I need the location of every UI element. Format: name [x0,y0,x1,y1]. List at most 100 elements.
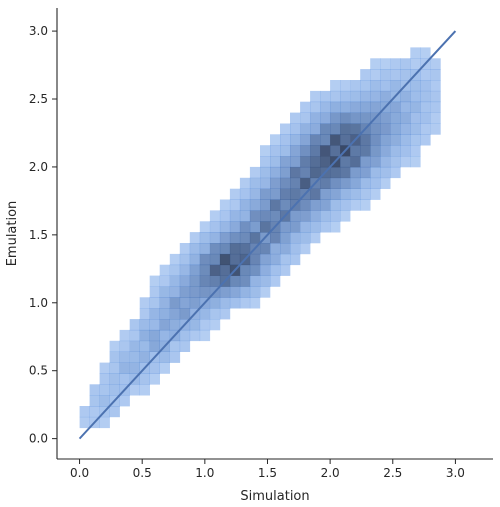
histogram-cell [410,112,421,124]
x-tick-label: 0.5 [133,466,152,480]
histogram-cell [249,264,261,276]
histogram-cell [290,253,301,266]
histogram-cell [350,188,361,200]
x-tick-label: 1.5 [258,466,277,480]
histogram-cell [260,188,271,200]
histogram-cell [219,221,231,233]
histogram-cell [370,134,381,146]
histogram-cell [239,275,251,287]
histogram-cell [270,253,281,266]
histogram-cell [330,80,341,92]
histogram-cell [219,243,231,255]
histogram-cell [260,145,271,157]
histogram-cell [300,145,311,157]
histogram-cell [179,297,191,309]
histogram-cell [340,112,351,124]
histogram-cell [330,123,341,135]
histogram-cell [189,264,201,276]
histogram-cell [260,243,271,255]
histogram-cell [129,340,140,352]
histogram-cell [179,286,191,298]
histogram-cell [219,232,231,244]
x-tick-label: 2.5 [383,466,402,480]
histogram-cell [410,134,421,146]
histogram-cell [159,319,170,331]
y-tick-label: 2.0 [29,160,48,174]
histogram-cell [320,145,331,157]
histogram-cell [380,123,391,135]
histogram-cell [330,199,341,211]
histogram-cell [229,232,241,244]
histogram-cell [350,90,361,103]
histogram-cell [330,145,341,157]
histogram-cell [139,329,150,342]
y-tick-label: 3.0 [29,24,48,38]
histogram-cell [390,156,401,168]
histogram-cell [260,199,271,211]
histogram-cell [340,90,351,103]
histogram-cell [300,221,311,233]
histogram-cell [340,134,351,146]
x-tick-label: 2.0 [321,466,340,480]
histogram-cell [380,112,391,124]
histogram-cell [159,264,170,276]
y-axis-label: Emulation [5,201,20,267]
histogram-cell [420,90,431,103]
histogram-cell [270,243,281,255]
histogram-cell [109,384,120,396]
histogram-cell [370,80,381,92]
histogram-cell [249,166,261,179]
histogram-cell [99,373,110,385]
histogram-cell [239,221,251,233]
histogram-cell [260,156,271,168]
histogram-cell [320,199,331,211]
histogram-cell [340,80,351,92]
histogram-cell [109,351,120,363]
histogram-cell [300,177,311,189]
histogram-cell [139,373,150,385]
histogram-cell [239,243,251,255]
histogram-cell [290,166,301,179]
histogram-cell [219,308,231,320]
histogram-cell [159,297,170,309]
histogram-cell [400,101,411,113]
histogram-cell [310,188,321,200]
histogram-cell [420,112,431,124]
histogram-cell [89,406,100,418]
histogram-cell [280,264,291,276]
histogram-cell [290,177,301,189]
histogram-cell [420,80,431,92]
histogram-cell [239,177,251,189]
histogram-cell [370,177,381,189]
histogram-cell [430,69,441,81]
histogram-cell [139,340,150,352]
histogram-cell [179,340,191,352]
histogram-cell [340,210,351,222]
histogram-cell [320,221,331,233]
histogram-cell [280,134,291,146]
histogram-cell [290,123,301,135]
histogram-cell [390,112,401,124]
identity-line [78,30,457,440]
histogram-cell [280,156,291,168]
histogram-cell [169,351,181,363]
histogram-cell [189,319,201,331]
histogram-cell [280,188,291,200]
histogram-cell [229,297,241,309]
histogram-cell [159,329,170,342]
histogram-cell [239,297,251,309]
histogram-cell [129,384,140,396]
histogram-cell [340,166,351,179]
histogram-cell [360,101,371,113]
histogram-cell [239,188,251,200]
histogram-cell [300,134,311,146]
histogram-cell [219,253,231,266]
histogram-cell [380,145,391,157]
histogram-cell [249,275,261,287]
histogram-cell [209,210,221,222]
histogram-cell [149,308,160,320]
histogram-cell [300,166,311,179]
histogram-cell [149,297,160,309]
histogram-cell [260,177,271,189]
histogram-cell [410,123,421,135]
